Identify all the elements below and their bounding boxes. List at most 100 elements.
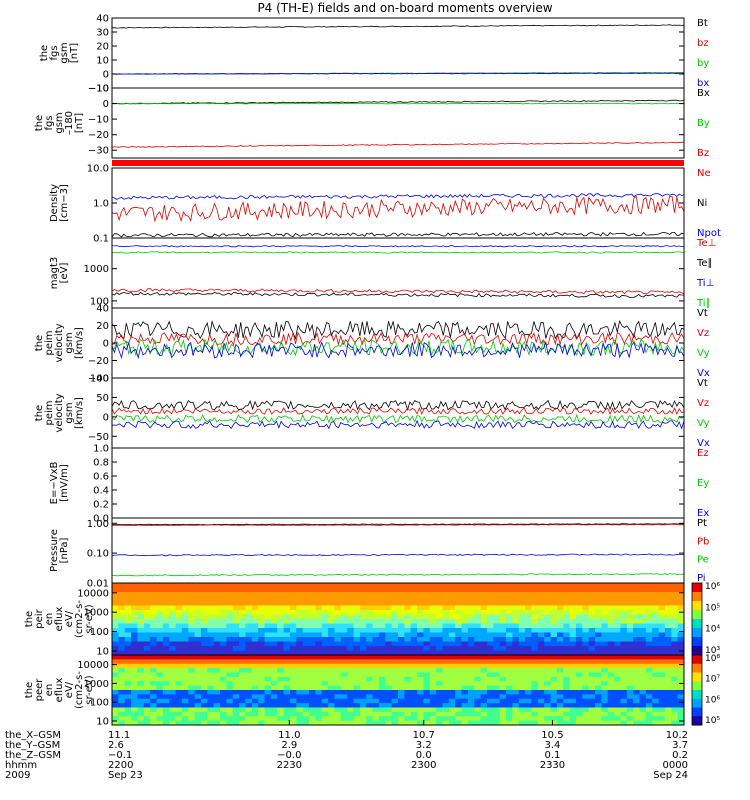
heatmap-cell	[112, 659, 119, 665]
x-row-value: 0.1	[544, 750, 560, 761]
heatmap-cell	[461, 685, 469, 691]
heatmap-cell	[175, 605, 183, 611]
heatmap-cell	[645, 601, 653, 606]
heatmap-cell	[150, 601, 157, 606]
heatmap-cell	[423, 623, 431, 629]
heatmap-cell	[372, 623, 380, 629]
heatmap-cell	[340, 637, 348, 642]
heatmap-cell	[512, 596, 520, 602]
heatmap-cell	[512, 641, 520, 647]
heatmap-cell	[588, 685, 596, 691]
heatmap-cell	[207, 703, 215, 708]
heatmap-cell	[181, 601, 189, 606]
heatmap-cell	[213, 623, 221, 629]
heatmap-cells	[112, 583, 685, 656]
legend-entry: Ex	[697, 508, 709, 519]
heatmap-cell	[270, 720, 278, 726]
heatmap-cell	[270, 592, 278, 597]
heatmap-cell	[448, 641, 456, 647]
heatmap-cell	[410, 628, 418, 633]
heatmap-cell	[639, 650, 647, 656]
heatmap-cell	[658, 703, 666, 708]
heatmap-cell	[563, 663, 570, 669]
heatmap-cell	[436, 619, 443, 624]
heatmap-cell	[658, 628, 666, 633]
heatmap-cell	[480, 614, 488, 620]
heatmap-cell	[378, 707, 386, 713]
heatmap-cell	[315, 690, 323, 695]
heatmap-cell	[448, 707, 456, 713]
heatmap-cell	[588, 650, 596, 656]
heatmap-cell	[588, 628, 596, 633]
heatmap-cell	[270, 655, 278, 660]
heatmap-cell	[474, 619, 482, 624]
heatmap-cell	[124, 619, 132, 624]
heatmap-cell	[334, 641, 342, 647]
heatmap-cell	[569, 681, 577, 687]
heatmap-cell	[245, 610, 253, 615]
heatmap-cell	[188, 628, 196, 633]
heatmap-cell	[442, 720, 450, 726]
heatmap-cell	[614, 694, 621, 700]
heatmap-cell	[169, 610, 176, 615]
heatmap-cell	[525, 641, 532, 647]
heatmap-cell	[226, 605, 234, 611]
heatmap-cell	[302, 659, 310, 665]
heatmap-cell	[410, 681, 418, 687]
y-axis-label-peer: the peer en eflux eV/(cm2-s-sr-eV)	[24, 671, 95, 709]
heatmap-cell	[645, 583, 653, 588]
heatmap-cell	[347, 676, 354, 682]
heatmap-cell	[270, 614, 278, 620]
y-axis-label-line: eflux	[54, 678, 65, 703]
heatmap-cell	[595, 587, 602, 593]
heatmap-cell	[200, 619, 208, 624]
heatmap-cell	[264, 663, 272, 669]
heatmap-cell	[270, 587, 278, 593]
heatmap-cell	[232, 632, 240, 638]
heatmap-cell	[194, 655, 202, 660]
heatmap-cell	[652, 605, 659, 611]
heatmap-cell	[506, 587, 513, 593]
heatmap-cell	[582, 707, 590, 713]
heatmap-cell	[150, 698, 157, 704]
heatmap-cell	[671, 614, 679, 620]
heatmap-cell	[169, 587, 176, 593]
heatmap-cell	[156, 614, 164, 620]
heatmap-cell	[378, 655, 386, 660]
heatmap-cell	[169, 690, 176, 695]
heatmap-cell	[150, 632, 157, 638]
heatmap-cell	[455, 681, 462, 687]
heatmap-cell	[137, 716, 145, 722]
tick-label: 20	[96, 42, 109, 53]
colorbar-swatch	[692, 646, 702, 656]
heatmap-cell	[258, 690, 265, 695]
heatmap-cell	[124, 681, 132, 687]
heatmap-cell	[302, 690, 310, 695]
heatmap-cell	[372, 711, 380, 717]
heatmap-cell	[467, 650, 475, 656]
heatmap-cell	[188, 605, 196, 611]
heatmap-cell	[264, 601, 272, 606]
heatmap-cell	[499, 703, 507, 708]
heatmap-cell	[188, 703, 196, 708]
heatmap-cell	[137, 659, 145, 665]
heatmap-cell	[239, 610, 246, 615]
heatmap-cell	[556, 690, 564, 695]
heatmap-cell	[550, 690, 558, 695]
heatmap-cell	[143, 720, 151, 726]
heatmap-cell	[595, 698, 602, 704]
heatmap-cell	[264, 720, 272, 726]
heatmap-cell	[410, 610, 418, 615]
x-row-label: 2009	[5, 770, 30, 781]
heatmap-cell	[232, 659, 240, 665]
heatmap-cell	[429, 610, 437, 615]
heatmap-cell	[347, 690, 354, 695]
heatmap-cell	[556, 685, 564, 691]
heatmap-cell	[194, 681, 202, 687]
heatmap-cell	[569, 605, 577, 611]
heatmap-cell	[417, 592, 424, 597]
heatmap-cell	[264, 592, 272, 597]
colorbar-swatch	[692, 583, 702, 593]
heatmap-cell	[334, 690, 342, 695]
